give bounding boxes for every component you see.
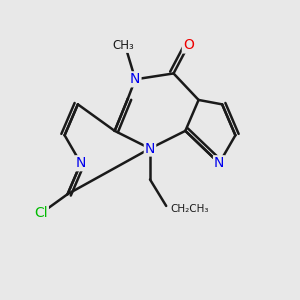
Text: CH₃: CH₃ bbox=[112, 39, 134, 52]
Text: O: O bbox=[183, 38, 194, 52]
Text: Cl: Cl bbox=[34, 206, 48, 220]
Text: CH₂CH₃: CH₂CH₃ bbox=[171, 204, 209, 214]
Text: N: N bbox=[76, 156, 86, 170]
Text: N: N bbox=[145, 142, 155, 155]
Text: N: N bbox=[214, 156, 224, 170]
Text: N: N bbox=[130, 72, 140, 86]
